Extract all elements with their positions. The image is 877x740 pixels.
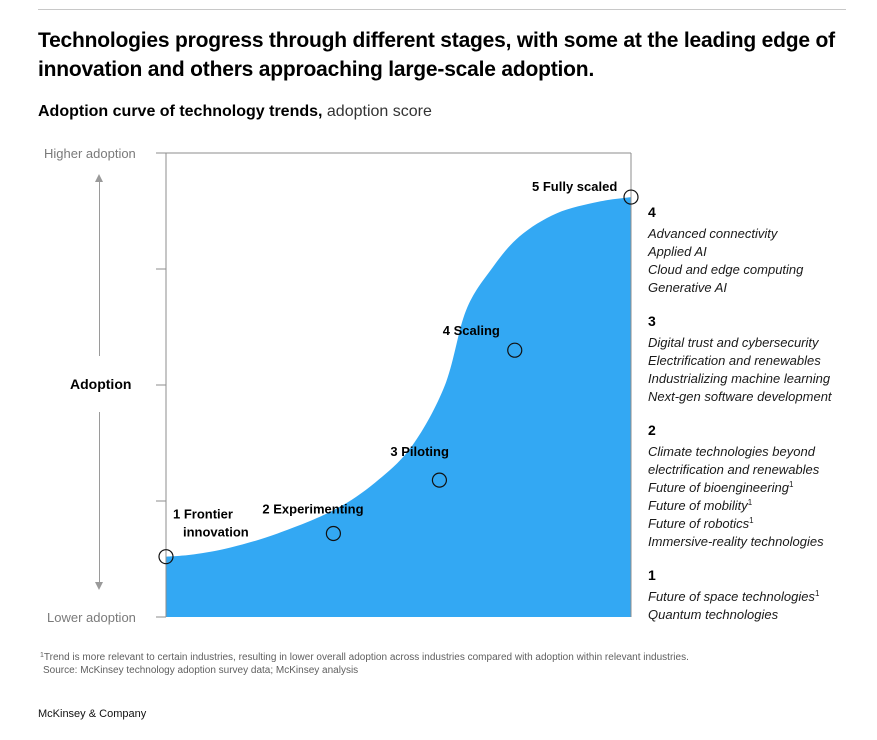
stage-label: 2 Experimenting: [262, 501, 363, 516]
stage-label: 1 Frontier: [173, 507, 233, 522]
technology-list: 4 Advanced connectivity Applied AI Cloud an…: [648, 203, 873, 639]
arrow-down-icon: [95, 582, 103, 590]
footnote-marker: 1: [814, 589, 820, 598]
footnote-marker: 1: [749, 516, 754, 525]
footnote: 1Trend is more relevant to certain indus…: [40, 651, 689, 677]
tech-item-label: Advanced connectivity: [648, 226, 778, 241]
tech-item-label: Quantum technologies: [648, 607, 779, 622]
subtitle-bold: Adoption curve of technology trends,: [38, 103, 323, 120]
footnote-marker: 1: [747, 498, 753, 507]
arrow-up-icon: [95, 174, 103, 182]
tech-item-label: Future of bioengineering: [648, 480, 789, 495]
arrow-up-line: [99, 180, 100, 356]
tech-item: Applied AI: [648, 243, 873, 261]
tech-item-label: Generative AI: [648, 280, 728, 295]
tech-item-label: Immersive-reality technologies: [648, 534, 824, 549]
stage-marker: [158, 549, 174, 565]
top-rule: [38, 9, 846, 10]
source-note: Source: McKinsey technology adoption sur…: [43, 665, 359, 676]
tech-item: Future of mobility1: [648, 497, 873, 515]
tech-group-score: 3: [648, 313, 656, 329]
footnote-marker: 1: [788, 480, 794, 489]
tech-item-label: Climate technologies beyond: [648, 444, 815, 459]
tech-group: 3 Digital trust and cybersecurity Electrif…: [648, 312, 873, 406]
tech-group-score: 2: [648, 422, 656, 438]
stage-label: 3 Piloting: [390, 444, 449, 459]
tech-item-label: Future of space technologies: [648, 589, 815, 604]
tech-item-label: Cloud and edge computing: [648, 262, 804, 277]
tech-item: Industrializing machine learning: [648, 370, 873, 388]
stage-label: 5 Fully scaled: [532, 179, 617, 194]
chart-subtitle: Adoption curve of technology trends, ado…: [38, 103, 432, 121]
tech-item: Immersive-reality technologies: [648, 533, 873, 551]
arrow-down-line: [99, 412, 100, 584]
tech-group-score: 4: [648, 204, 656, 220]
tech-item: electrification and renewables: [648, 461, 873, 479]
footnote-text: Trend is more relevant to certain indust…: [43, 652, 689, 663]
tech-item: Cloud and edge computing: [648, 261, 873, 279]
y-axis-top-label: Higher adoption: [44, 146, 136, 161]
tech-item: Electrification and renewables: [648, 352, 873, 370]
stage-marker: [623, 189, 639, 205]
tech-item: Advanced connectivity: [648, 225, 873, 243]
tech-item: Climate technologies beyond: [648, 443, 873, 461]
tech-group: 4 Advanced connectivity Applied AI Cloud an…: [648, 203, 873, 297]
tech-item: Next-gen software development: [648, 388, 873, 406]
tech-item-label: Applied AI: [648, 244, 707, 259]
stage-label: 4 Scaling: [443, 323, 500, 338]
tech-item-label: Electrification and renewables: [648, 353, 821, 368]
tech-item-label: Future of mobility: [648, 498, 748, 513]
tech-item: Future of bioengineering1: [648, 479, 873, 497]
footnote-marker: 1: [40, 652, 44, 659]
tech-group: 1 Future of space technologies1 Quantum te…: [648, 566, 873, 624]
tech-item-label: Future of robotics: [648, 516, 750, 531]
stage-marker: [325, 525, 341, 542]
tech-item: Digital trust and cybersecurity: [648, 334, 873, 352]
y-axis-title: Adoption: [70, 376, 132, 392]
tech-item-label: electrification and renewables: [648, 462, 820, 477]
tech-item: Future of robotics1: [648, 515, 873, 533]
adoption-area: [166, 197, 631, 617]
tech-group: 2 Climate technologies beyond electrificat…: [648, 421, 873, 551]
tech-group-score: 1: [648, 567, 656, 583]
tech-item-label: Digital trust and cybersecurity: [648, 335, 819, 350]
tech-item: Generative AI: [648, 279, 873, 297]
tech-item: Future of space technologies1: [648, 588, 873, 606]
stage-label: innovation: [183, 525, 249, 540]
y-axis-bottom-label: Lower adoption: [47, 610, 136, 625]
subtitle-light: adoption score: [326, 103, 432, 120]
tech-item-label: Next-gen software development: [648, 389, 832, 404]
headline: Technologies progress through different …: [38, 29, 835, 81]
brand-name: McKinsey & Company: [38, 708, 147, 720]
stage-marker: [431, 472, 448, 488]
stage-marker: [507, 342, 523, 358]
tech-item-label: Industrializing machine learning: [648, 371, 831, 386]
tech-item: Quantum technologies: [648, 606, 873, 624]
